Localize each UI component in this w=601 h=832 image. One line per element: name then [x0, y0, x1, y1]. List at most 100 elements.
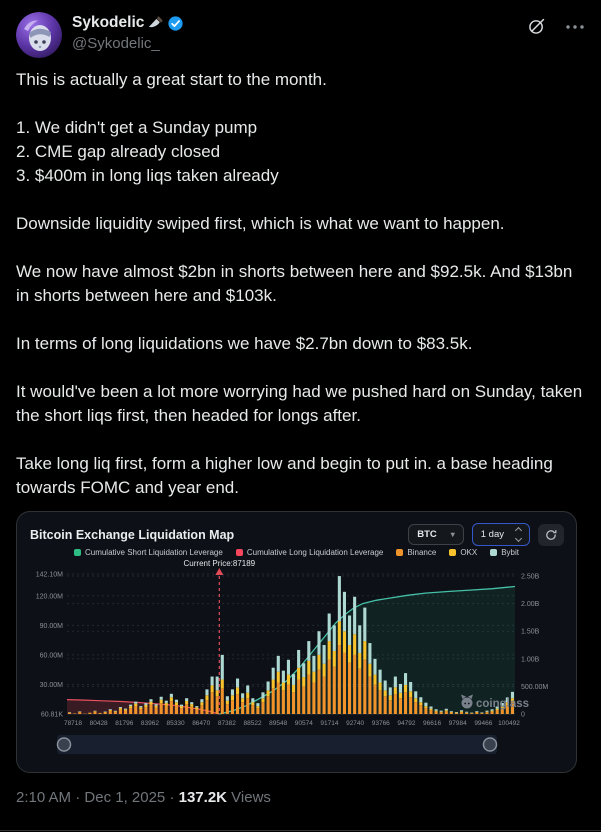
- right-axis-label: 0: [521, 712, 525, 719]
- liquidation-bar-segment: [434, 711, 438, 714]
- liquidation-bar-segment: [154, 707, 158, 714]
- x-axis-label: 85330: [167, 720, 185, 727]
- chart-controls: BTC ▾ 1 day: [408, 523, 564, 546]
- liquidation-bar-segment: [307, 674, 311, 714]
- liquidation-bar-segment: [281, 670, 285, 683]
- liquidation-bar-segment: [465, 711, 469, 713]
- liquidation-bar-segment: [144, 703, 148, 705]
- liquidation-bar-segment: [317, 631, 321, 655]
- liquidation-bar-segment: [388, 700, 392, 714]
- liquidation-bar-segment: [485, 711, 489, 713]
- avatar[interactable]: [16, 12, 62, 58]
- liquidation-bar-segment: [312, 682, 316, 714]
- liquidation-bar-segment: [332, 650, 336, 667]
- liquidation-bar-segment: [276, 655, 280, 672]
- tweet-header: Sykodelic @Sykodelic_: [16, 12, 585, 58]
- liquidation-bar-segment: [495, 708, 499, 711]
- liquidation-bar-segment: [174, 702, 178, 706]
- liquidation-bar-segment: [266, 696, 270, 714]
- liquidation-bar-segment: [134, 701, 138, 704]
- liquidation-bar-segment: [210, 692, 214, 714]
- liquidation-bar-segment: [353, 654, 357, 714]
- range-slider-track[interactable]: [57, 735, 497, 754]
- refresh-button[interactable]: [538, 523, 564, 546]
- more-button[interactable]: [565, 24, 585, 30]
- current-price-arrow-icon: [215, 568, 224, 575]
- liquidation-bar-segment: [470, 713, 474, 714]
- liquidation-bar-segment: [348, 615, 352, 646]
- interval-select[interactable]: 1 day: [471, 523, 530, 546]
- coinglass-pig-icon: [461, 694, 466, 699]
- liquidation-bar-segment: [180, 706, 184, 709]
- liquidation-bar-segment: [378, 669, 382, 683]
- chevron-down-icon: ▾: [450, 529, 455, 539]
- chart-media-attachment[interactable]: Bitcoin Exchange Liquidation Map BTC ▾ 1…: [16, 511, 577, 773]
- timestamp: 2:10 AM: [16, 789, 72, 806]
- liquidation-bar-segment: [409, 697, 413, 714]
- liquidation-bar-segment: [393, 676, 397, 688]
- liquidation-bar-segment: [195, 709, 199, 714]
- slider-handle-right[interactable]: [482, 737, 498, 752]
- tweet-text: This is actually a great start to the mo…: [16, 70, 583, 497]
- liquidation-bar-segment: [118, 707, 122, 709]
- symbol-select[interactable]: BTC ▾: [408, 524, 464, 545]
- liquidation-bar-segment: [317, 669, 321, 714]
- liquidation-bar-segment: [363, 641, 367, 660]
- liquidation-bar-segment: [353, 634, 357, 655]
- liquidation-bar-segment: [113, 712, 117, 714]
- liquidation-bar-segment: [159, 696, 163, 700]
- liquidation-bar-segment: [414, 698, 418, 703]
- liquidation-bar-segment: [190, 704, 194, 707]
- x-axis-label: 87382: [218, 720, 236, 727]
- liquidation-bar-segment: [404, 692, 408, 714]
- liquidation-bar-segment: [98, 713, 102, 714]
- liquidation-bar-segment: [429, 710, 433, 714]
- slider-handle-left[interactable]: [56, 737, 72, 752]
- liquidation-bar-segment: [398, 692, 402, 699]
- liquidation-bar-segment: [444, 711, 448, 714]
- liquidation-bar-segment: [383, 690, 387, 697]
- liquidation-bar-segment: [144, 704, 148, 708]
- liquidation-bar-segment: [490, 711, 494, 714]
- liquidation-bar-segment: [241, 702, 245, 714]
- liquidation-bar-segment: [118, 709, 122, 714]
- liquidation-bar-segment: [378, 690, 382, 714]
- liquidation-bar-segment: [124, 708, 128, 710]
- liquidation-bar-segment: [236, 678, 240, 688]
- liquidation-bar-segment: [241, 693, 245, 699]
- legend-label: Bybit: [501, 548, 520, 557]
- liquidation-bar-segment: [266, 690, 270, 697]
- liquidation-bar-segment: [139, 709, 143, 714]
- chart-header: Bitcoin Exchange Liquidation Map BTC ▾ 1…: [17, 512, 576, 546]
- knife-emoji-icon: [149, 15, 163, 27]
- liquidation-bar-segment: [124, 709, 128, 711]
- liquidation-bar-segment: [485, 710, 489, 712]
- liquidation-bar-segment: [174, 699, 178, 703]
- user-names[interactable]: Sykodelic @Sykodelic_: [72, 12, 184, 52]
- interval-value: 1 day: [480, 529, 504, 540]
- liquidation-bar-segment: [281, 682, 285, 691]
- liquidation-bar-segment: [342, 631, 346, 653]
- x-axis-label: 92740: [346, 720, 364, 727]
- liquidation-bar-segment: [495, 706, 499, 709]
- liquidation-bar-segment: [393, 694, 397, 714]
- liquidation-bar-segment: [281, 690, 285, 714]
- liquidation-bar-segment: [261, 698, 265, 703]
- liquidation-bar-segment: [169, 693, 173, 698]
- liquidation-bar-segment: [307, 660, 311, 675]
- liquidation-bar-segment: [200, 705, 204, 714]
- liquidation-bar-segment: [327, 641, 331, 660]
- x-axis-label: 90574: [295, 720, 313, 727]
- liquidation-bar-segment: [159, 699, 163, 704]
- liquidation-bar-segment: [302, 677, 306, 687]
- liquidation-bar-segment: [230, 695, 234, 701]
- x-axis-label: 80428: [90, 720, 108, 727]
- grok-button[interactable]: [526, 16, 547, 37]
- liquidation-bar-segment: [358, 668, 362, 714]
- liquidation-bar-segment: [210, 676, 214, 686]
- right-axis-label: 1.00B: [521, 656, 540, 663]
- x-axis-label: 99466: [474, 720, 492, 727]
- liquidation-bar-segment: [93, 711, 97, 712]
- liquidation-bar-segment: [393, 687, 397, 695]
- symbol-value: BTC: [417, 529, 437, 540]
